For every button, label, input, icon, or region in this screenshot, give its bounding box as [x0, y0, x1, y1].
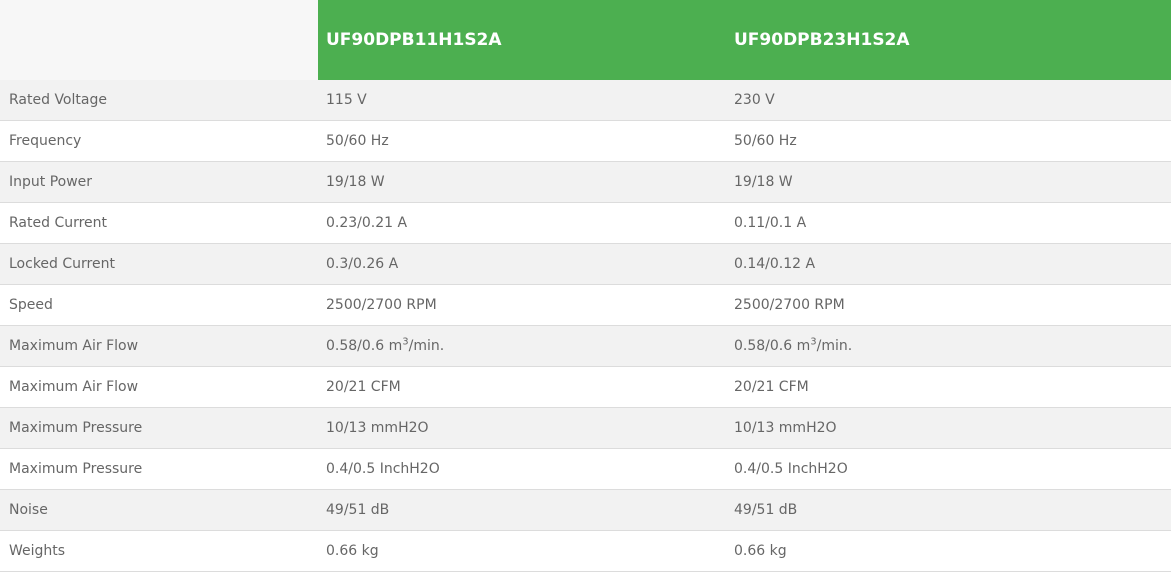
spec-value-model-1: 20/21 CFM — [318, 366, 726, 408]
value-text: 49/51 dB — [326, 502, 390, 518]
value-text: 20/21 CFM — [326, 379, 401, 395]
value-text: 0.3/0.26 A — [326, 256, 399, 272]
spec-label: Input Power — [0, 161, 318, 203]
value-text: 20/21 CFM — [734, 379, 809, 395]
value-text: 0.66 kg — [326, 543, 379, 559]
value-text: 2500/2700 RPM — [734, 297, 845, 313]
spec-label: Speed — [0, 284, 318, 326]
value-text: 0.14/0.12 A — [734, 256, 816, 272]
value-text: 10/13 mmH2O — [326, 420, 429, 436]
table-row: Maximum Air Flow 20/21 CFM 20/21 CFM — [0, 366, 1171, 408]
table-row: Maximum Air Flow 0.58/0.6 m3/min. 0.58/0.6… — [0, 325, 1171, 367]
table-row: Frequency 50/60 Hz 50/60 Hz — [0, 120, 1171, 162]
spec-value-model-2: 49/51 dB — [726, 489, 1171, 531]
table-row: Rated Voltage 115 V 230 V — [0, 80, 1171, 121]
spec-value-model-2: 0.4/0.5 InchH2O — [726, 448, 1171, 490]
spec-value-model-1: 19/18 W — [318, 161, 726, 203]
spec-label: Rated Voltage — [0, 80, 318, 121]
value-text: 49/51 dB — [734, 502, 798, 518]
value-text: /min. — [816, 338, 853, 354]
spec-value-model-2: 230 V — [726, 80, 1171, 121]
spec-value-model-1: 50/60 Hz — [318, 120, 726, 162]
spec-label: Maximum Air Flow — [0, 325, 318, 367]
value-text: 230 V — [734, 92, 775, 108]
spec-label: Frequency — [0, 120, 318, 162]
value-text: 50/60 Hz — [734, 133, 797, 149]
value-text: 0.58/0.6 m — [326, 338, 403, 354]
value-text: 19/18 W — [326, 174, 385, 190]
value-text: 0.66 kg — [734, 543, 787, 559]
model-header-1: UF90DPB11H1S2A — [318, 0, 726, 80]
spec-value-model-1: 0.3/0.26 A — [318, 243, 726, 285]
spec-value-model-2: 19/18 W — [726, 161, 1171, 203]
table-row: Input Power 19/18 W 19/18 W — [0, 161, 1171, 203]
model-header-2: UF90DPB23H1S2A — [726, 0, 1171, 80]
spec-value-model-2: 50/60 Hz — [726, 120, 1171, 162]
spec-label: Rated Current — [0, 202, 318, 244]
spec-label: Locked Current — [0, 243, 318, 285]
value-text: 0.4/0.5 InchH2O — [326, 461, 440, 477]
spec-value-model-1: 49/51 dB — [318, 489, 726, 531]
table-row: Speed 2500/2700 RPM 2500/2700 RPM — [0, 284, 1171, 326]
spec-value-model-1: 10/13 mmH2O — [318, 407, 726, 449]
spec-value-model-1: 0.23/0.21 A — [318, 202, 726, 244]
spec-label: Maximum Pressure — [0, 448, 318, 490]
table-row: Maximum Pressure 10/13 mmH2O 10/13 mmH2O — [0, 407, 1171, 449]
value-text: 19/18 W — [734, 174, 793, 190]
table-row: Noise 49/51 dB 49/51 dB — [0, 489, 1171, 531]
table-row: Rated Current 0.23/0.21 A 0.11/0.1 A — [0, 202, 1171, 244]
spec-label: Noise — [0, 489, 318, 531]
superscript: 3 — [402, 336, 409, 348]
spec-value-model-2: 0.14/0.12 A — [726, 243, 1171, 285]
value-text: /min. — [408, 338, 445, 354]
spec-value-model-2: 0.58/0.6 m3/min. — [726, 325, 1171, 367]
spec-value-model-1: 0.66 kg — [318, 530, 726, 572]
spec-value-model-2: 2500/2700 RPM — [726, 284, 1171, 326]
spec-label: Maximum Air Flow — [0, 366, 318, 408]
header-row: UF90DPB11H1S2A UF90DPB23H1S2A — [0, 0, 1171, 80]
spec-rows: Rated Voltage 115 V 230 V Frequency 50/60 Hz… — [0, 80, 1171, 572]
spec-value-model-1: 0.58/0.6 m3/min. — [318, 325, 726, 367]
value-text: 115 V — [326, 92, 367, 108]
value-text: 10/13 mmH2O — [734, 420, 837, 436]
table-row: Weights 0.66 kg 0.66 kg — [0, 530, 1171, 572]
value-text: 2500/2700 RPM — [326, 297, 437, 313]
superscript: 3 — [810, 336, 817, 348]
spec-value-model-2: 10/13 mmH2O — [726, 407, 1171, 449]
spec-value-model-2: 0.66 kg — [726, 530, 1171, 572]
spec-value-model-1: 115 V — [318, 80, 726, 121]
table-row: Maximum Pressure 0.4/0.5 InchH2O 0.4/0.5 I… — [0, 448, 1171, 490]
value-text: 50/60 Hz — [326, 133, 389, 149]
spec-value-model-1: 2500/2700 RPM — [318, 284, 726, 326]
spec-value-model-2: 20/21 CFM — [726, 366, 1171, 408]
spec-label: Weights — [0, 530, 318, 572]
spec-label: Maximum Pressure — [0, 407, 318, 449]
value-text: 0.4/0.5 InchH2O — [734, 461, 848, 477]
spec-value-model-1: 0.4/0.5 InchH2O — [318, 448, 726, 490]
header-blank-cell — [0, 0, 318, 80]
spec-value-model-2: 0.11/0.1 A — [726, 202, 1171, 244]
table-row: Locked Current 0.3/0.26 A 0.14/0.12 A — [0, 243, 1171, 285]
value-text: 0.58/0.6 m — [734, 338, 811, 354]
value-text: 0.11/0.1 A — [734, 215, 807, 231]
value-text: 0.23/0.21 A — [326, 215, 408, 231]
